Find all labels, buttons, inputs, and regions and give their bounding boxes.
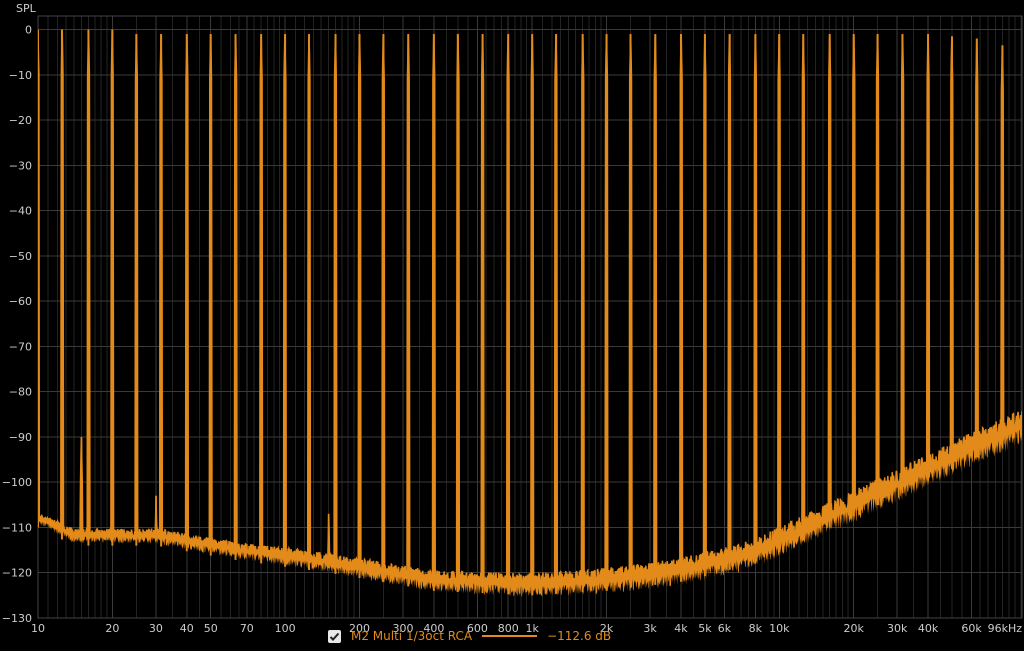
legend-readout-value: −112.6 dB [547, 629, 611, 643]
svg-text:30: 30 [149, 622, 163, 635]
legend-swatch [482, 635, 537, 637]
svg-text:−90: −90 [9, 431, 32, 444]
svg-text:6k: 6k [718, 622, 732, 635]
svg-text:4k: 4k [674, 622, 688, 635]
svg-text:96kHz: 96kHz [988, 622, 1023, 635]
svg-text:40: 40 [180, 622, 194, 635]
svg-text:−40: −40 [9, 205, 32, 218]
svg-text:5k: 5k [698, 622, 712, 635]
svg-text:100: 100 [275, 622, 296, 635]
legend-checkbox[interactable] [328, 630, 341, 643]
svg-text:−60: −60 [9, 295, 32, 308]
svg-text:−30: −30 [9, 159, 32, 172]
svg-text:−20: −20 [9, 114, 32, 127]
svg-text:SPL: SPL [16, 2, 37, 15]
svg-text:40k: 40k [918, 622, 939, 635]
svg-text:30k: 30k [887, 622, 908, 635]
svg-text:−10: −10 [9, 69, 32, 82]
svg-text:0: 0 [25, 24, 32, 37]
svg-text:60k: 60k [961, 622, 982, 635]
svg-text:−50: −50 [9, 250, 32, 263]
svg-text:−130: −130 [2, 612, 32, 625]
svg-text:−120: −120 [2, 567, 32, 580]
svg-text:70: 70 [240, 622, 254, 635]
spectrum-chart: 1020304050701002003004006008001k2k3k4k5k… [0, 0, 1024, 651]
svg-text:3k: 3k [643, 622, 657, 635]
svg-text:−100: −100 [2, 476, 32, 489]
svg-text:10k: 10k [769, 622, 790, 635]
legend: M2 Multi 1/3oct RCA −112.6 dB [328, 629, 611, 643]
svg-text:20: 20 [105, 622, 119, 635]
svg-text:50: 50 [204, 622, 218, 635]
svg-text:10: 10 [31, 622, 45, 635]
svg-text:−80: −80 [9, 386, 32, 399]
svg-text:8k: 8k [749, 622, 763, 635]
svg-text:−110: −110 [2, 521, 32, 534]
svg-text:−70: −70 [9, 340, 32, 353]
svg-text:20k: 20k [843, 622, 864, 635]
legend-series-name: M2 Multi 1/3oct RCA [351, 629, 472, 643]
